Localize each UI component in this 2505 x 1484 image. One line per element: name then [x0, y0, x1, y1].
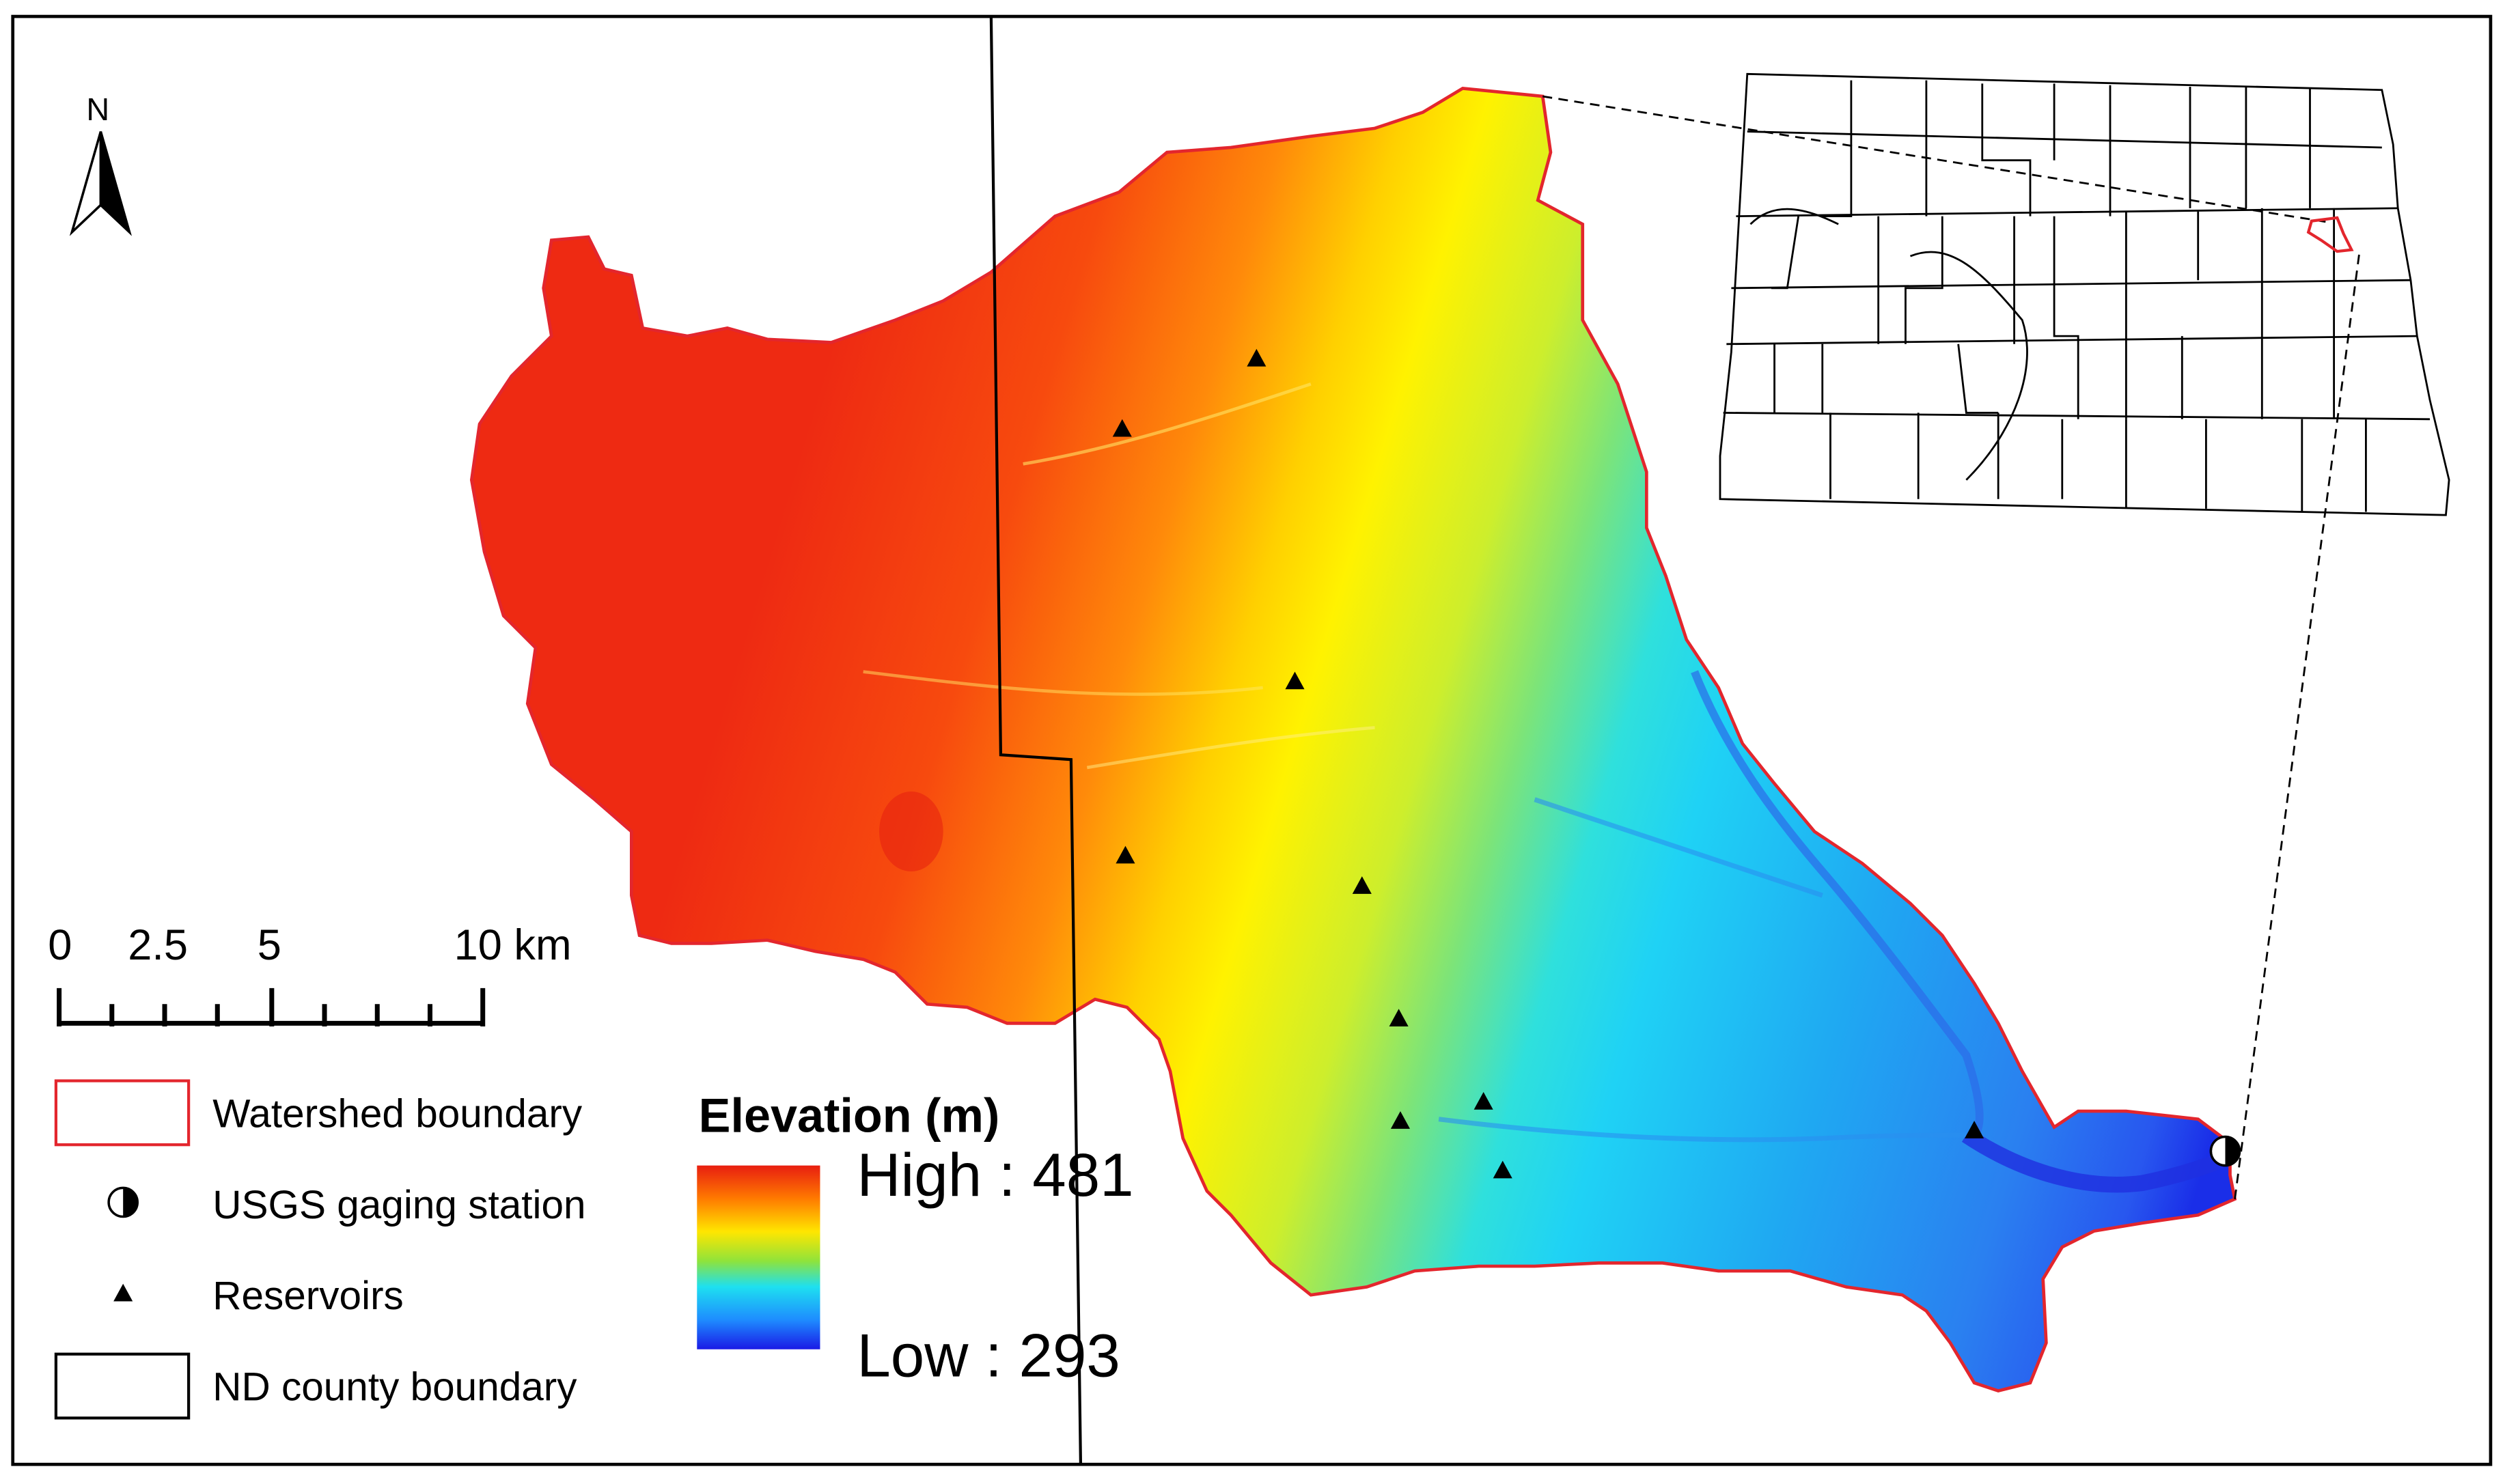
inset-watershed-highlight — [2306, 216, 2354, 253]
elevation-title: Elevation (m) — [699, 1088, 1000, 1142]
legend-watershed-label: Watershed boundary — [212, 1091, 583, 1136]
north-arrow-label: N — [86, 92, 109, 127]
reservoir-marker — [1285, 671, 1305, 690]
inset-nd-county-map — [1719, 72, 2450, 516]
scale-tick-2-5: 2.5 — [128, 921, 188, 969]
scale-tick-5: 5 — [258, 921, 281, 969]
county-boundary-line — [989, 16, 1083, 1465]
elevation-high-label: High : 481 — [857, 1141, 1133, 1209]
reservoir-marker — [1389, 1009, 1409, 1027]
reservoir-marker — [1965, 1121, 1984, 1138]
legend-reservoir-label: Reservoirs — [212, 1274, 404, 1318]
legend-watershed-swatch — [54, 1079, 191, 1147]
legend-reservoir-icon — [113, 1283, 133, 1302]
watershed-boundary — [469, 86, 2237, 1393]
reservoir-marker — [1116, 845, 1135, 864]
legend-gaging-station-label: USGS gaging station — [212, 1183, 585, 1227]
inset-leader-bottom — [2234, 251, 2361, 1199]
legend-gaging-station-icon — [107, 1186, 139, 1218]
scale-tick-10-km: 10 km — [454, 921, 572, 969]
reservoir-marker — [1493, 1160, 1512, 1179]
inset-leader-top — [1542, 95, 2331, 224]
reservoir-marker — [1390, 1111, 1411, 1129]
reservoir-marker — [1473, 1091, 1493, 1110]
elevation-low-label: Low : 293 — [857, 1322, 1120, 1390]
elevation-color-ramp — [697, 1165, 820, 1349]
scale-tick-0: 0 — [48, 921, 72, 969]
map-frame — [11, 14, 2493, 1466]
north-arrow-icon — [69, 131, 132, 236]
reservoir-marker — [1247, 348, 1267, 367]
reservoir-marker — [1352, 876, 1372, 894]
legend-county-label: ND county boundary — [212, 1365, 577, 1410]
gaging-station-marker — [2209, 1135, 2241, 1167]
scale-bar — [57, 988, 486, 1027]
reservoir-marker — [1112, 419, 1132, 437]
legend-county-swatch — [54, 1352, 191, 1420]
reservoir-markers — [1112, 348, 1984, 1179]
